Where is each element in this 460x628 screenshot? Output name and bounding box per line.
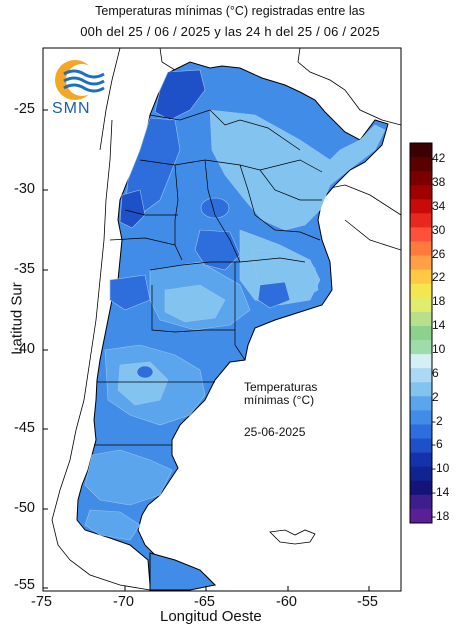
map-title-line1: Temperaturas mínimas (°C) registradas en…	[95, 4, 365, 18]
colorbar-label: -10	[432, 461, 450, 476]
colorbar-label: 38	[432, 174, 446, 189]
colorbar-swatch	[410, 185, 432, 200]
colorbar-frame	[409, 142, 433, 524]
colorbar-swatch	[410, 143, 432, 158]
y-tick-label: -45	[14, 420, 35, 436]
y-tick-label: -30	[14, 181, 35, 197]
axis-ticks	[43, 109, 370, 591]
colorbar-swatch	[410, 213, 432, 228]
colorbar-swatch	[410, 396, 432, 411]
annotation-line2: mínimas (°C)	[244, 393, 315, 407]
y-tick-label: -50	[14, 500, 35, 516]
colorbar-swatch	[410, 171, 432, 186]
y-tick-label: -35	[14, 261, 35, 277]
colorbar-swatch	[410, 297, 432, 313]
colorbar-label: 30	[432, 222, 446, 237]
colorbar-swatch	[410, 466, 432, 482]
map-title-line2: 00h del 25 / 06 / 2025 y las 24 h del 25…	[80, 24, 380, 39]
chile-coast	[51, 119, 151, 591]
colorbar-swatch	[410, 227, 432, 243]
annotation-date: 25-06-2025	[244, 425, 306, 439]
colorbar-swatch	[410, 424, 432, 440]
x-tick-label: -70	[113, 594, 134, 610]
temperature-bands	[84, 69, 386, 541]
colorbar-label: 2	[432, 389, 439, 404]
colorbar-swatch	[410, 438, 432, 454]
colorbar-swatch	[410, 410, 432, 425]
y-tick-label: -40	[14, 341, 35, 357]
colorbar-label: -18	[432, 509, 450, 523]
colorbar-swatch	[410, 269, 432, 285]
colorbar-label: -6	[432, 437, 443, 452]
x-tick-label: -65	[194, 594, 215, 610]
colorbar-swatch	[410, 241, 432, 257]
colorbar-label: 34	[432, 198, 446, 213]
colorbar-label: 42	[432, 151, 446, 165]
colorbar-label: 18	[432, 294, 446, 309]
colorbar-label: 6	[432, 365, 439, 380]
x-tick-label: -60	[276, 594, 297, 610]
colorbar-label: -2	[432, 413, 443, 428]
colorbar-swatch	[410, 368, 432, 383]
colorbar-swatch	[410, 354, 432, 369]
smn-logo	[55, 60, 105, 100]
y-tick-label: -25	[14, 101, 35, 117]
x-axis-title: Longitud Oeste	[160, 608, 262, 625]
colorbar-swatch	[410, 494, 432, 510]
colorbar-label: -14	[432, 485, 450, 500]
colorbar-swatch	[410, 452, 432, 468]
malvinas-islands	[269, 529, 316, 545]
colorbar-swatch	[410, 508, 432, 524]
colorbar-swatch	[410, 325, 432, 341]
x-tick-label: -75	[31, 594, 52, 610]
province-borders	[94, 109, 323, 446]
colorbar-swatch	[410, 311, 432, 327]
y-tick-label: -55	[14, 577, 35, 593]
temperature-colorbar	[410, 143, 432, 524]
colorbar-swatch	[410, 255, 432, 271]
colorbar-label: 22	[432, 270, 446, 285]
colorbar-swatch	[410, 340, 432, 355]
colorbar-swatch	[410, 157, 432, 172]
colorbar-swatch	[410, 283, 432, 299]
colorbar-swatch	[410, 382, 432, 397]
smn-logo-text: SMN	[52, 100, 91, 117]
y-axis-title: Latitud Sur	[8, 282, 26, 355]
colorbar-label: 14	[432, 318, 446, 333]
colorbar-swatch	[410, 199, 432, 214]
colorbar-swatch	[410, 480, 432, 496]
colorbar-label: 10	[432, 341, 446, 356]
annotation-line1: Temperaturas	[244, 380, 318, 394]
colorbar-label: 26	[432, 246, 446, 261]
x-tick-label: -55	[357, 594, 378, 610]
